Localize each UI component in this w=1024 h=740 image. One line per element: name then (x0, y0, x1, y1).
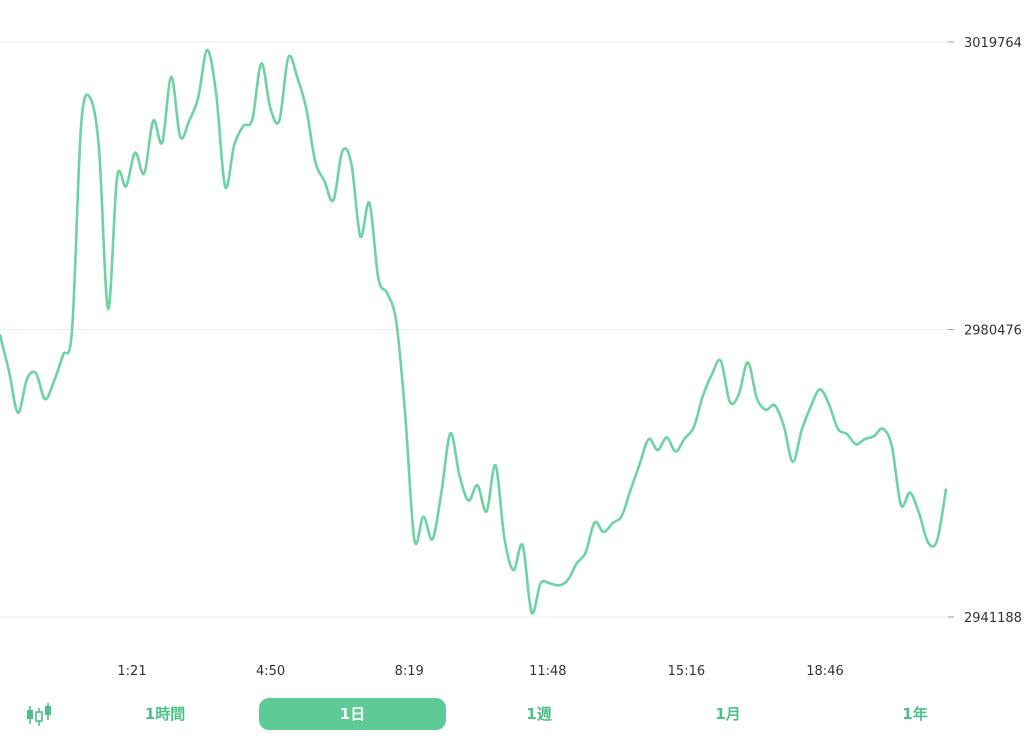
y-tick-label: 2941188 (964, 611, 1022, 626)
price-series-line (0, 48, 948, 615)
tab-1-year[interactable]: 1年 (902, 705, 928, 723)
x-tick-label: 18:46 (806, 664, 843, 679)
x-tick-label: 11:48 (529, 664, 566, 679)
x-tick-label: 4:50 (256, 664, 285, 679)
y-tick-label: 2980476 (964, 324, 1022, 339)
candlestick-chart-toggle[interactable] (22, 700, 56, 728)
tab-1-month[interactable]: 1月 (715, 705, 741, 723)
chart-grid (0, 41, 954, 618)
candlestick-chart-icon (27, 703, 51, 726)
x-tick-label: 15:16 (668, 664, 705, 679)
tab-1-week[interactable]: 1週 (526, 705, 552, 723)
x-tick-label: 1:21 (117, 664, 146, 679)
y-tick-label: 3019764 (964, 36, 1022, 51)
tab-1-hour[interactable]: 1時間 (144, 705, 186, 723)
x-axis-labels: 1:21 4:50 8:19 11:48 15:16 18:46 (117, 664, 843, 679)
tab-1-day[interactable]: 1日 (259, 698, 446, 730)
x-tick-label: 8:19 (395, 664, 424, 679)
timeframe-tab-bar: 1時間 1日 1週 1月 1年 (0, 692, 1024, 736)
y-axis-labels: 3019764 2980476 2941188 (964, 36, 1022, 626)
